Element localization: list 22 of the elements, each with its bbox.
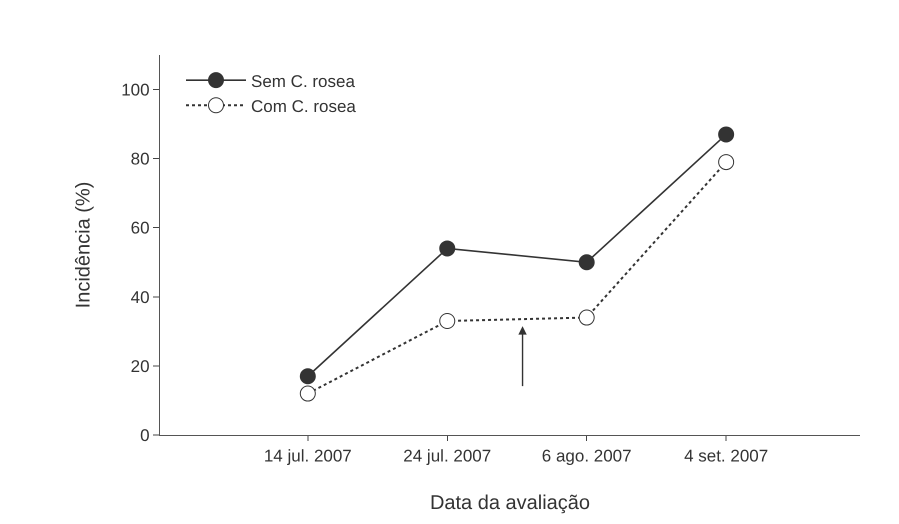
- point: [439, 240, 456, 256]
- x-tick-label: 6 ago. 2007: [542, 446, 632, 466]
- point: [578, 254, 595, 270]
- y-axis-title: Incidência (%): [72, 182, 95, 308]
- point: [300, 386, 316, 402]
- x-axis-title: Data da avaliação: [430, 492, 590, 514]
- x-tick-label: 14 jul. 2007: [264, 446, 352, 466]
- point: [439, 313, 456, 329]
- legend-label: Com C. rosea: [251, 96, 356, 116]
- point: [718, 154, 734, 170]
- x-tick-label: 24 jul. 2007: [403, 446, 492, 466]
- y-tick-label: 40: [130, 288, 150, 307]
- legend-label: Sem C. rosea: [251, 72, 356, 91]
- point: [718, 126, 734, 142]
- y-tick-label: 100: [121, 80, 150, 100]
- y-tick-label: 0: [140, 426, 150, 445]
- x-tick-label: 4 set. 2007: [684, 446, 768, 466]
- y-tick-label: 20: [130, 356, 150, 376]
- point: [300, 368, 316, 384]
- y-tick-label: 60: [130, 218, 150, 238]
- y-tick-label: 80: [130, 150, 150, 169]
- point: [578, 310, 595, 326]
